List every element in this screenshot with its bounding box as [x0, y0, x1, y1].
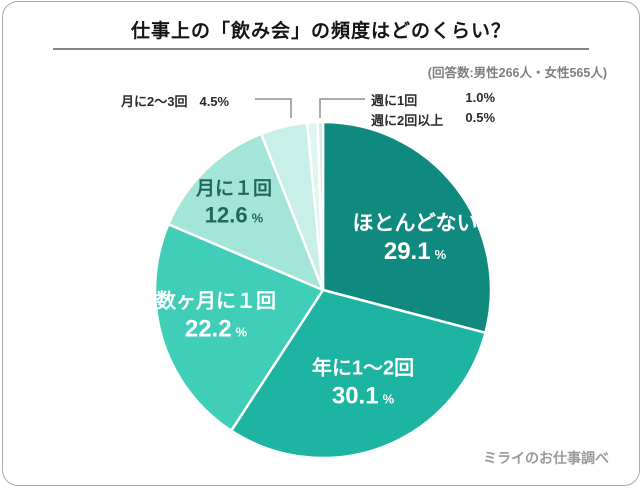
callout-monthly-2-3: 月に2〜3回 4.5%: [121, 91, 229, 110]
pie-slice-1: [229, 288, 487, 460]
leader-line-monthly-2-3: [255, 98, 292, 118]
title-divider: [53, 48, 589, 50]
pie-slice-0: [321, 120, 493, 335]
callout-label: 週に1回: [371, 93, 418, 108]
pie-slice-2: [153, 223, 325, 432]
pie-slices: [153, 120, 493, 460]
pie-chart: [153, 98, 493, 460]
slice-value: 22.2: [184, 315, 232, 343]
callout-value: 4.5: [199, 94, 218, 109]
percent-sign: %: [382, 391, 395, 407]
respondents-note: (回答数:男性266人・女性565人): [427, 66, 607, 80]
slice-value: 30.1: [331, 382, 379, 410]
callout-value: 1.0: [465, 90, 484, 105]
percent-sign: %: [434, 247, 447, 263]
pie-slice-6: [316, 120, 325, 292]
slice-label-sukagetsu-1: 数ヶ月に１回 22.2%: [156, 290, 276, 345]
slice-label-text: 年に1〜2回: [311, 357, 415, 380]
source-credit: ミライのお仕事調べ: [483, 450, 609, 466]
slice-label-text: 数ヶ月に１回: [156, 290, 276, 313]
slice-label-tsukini-1: 月に１回 12.6%: [196, 177, 272, 228]
percent-sign: %: [483, 90, 495, 105]
slice-label-text: ほとんどない: [352, 211, 478, 235]
callout-value: 0.5: [465, 110, 484, 125]
percent-sign: %: [483, 110, 495, 125]
page-title: 仕事上の「飲み会」の頻度はどのくらい？: [130, 21, 511, 42]
slice-value: 29.1: [383, 238, 431, 266]
pie-slice-3: [167, 132, 325, 292]
percent-sign: %: [217, 94, 230, 109]
slice-value: 12.6: [204, 202, 248, 228]
slice-label-hotondo-nai: ほとんどない 29.1%: [353, 211, 478, 267]
slice-label-nenni-1-2: 年に1〜2回 30.1%: [312, 357, 414, 412]
callout-label: 週に2回以上: [371, 113, 444, 128]
leader-line-weekly: [319, 98, 365, 118]
percent-sign: %: [235, 324, 248, 340]
percent-sign: %: [251, 210, 264, 226]
slice-label-text: 月に１回: [195, 178, 273, 200]
callout-weekly-group: 週に1回 1.0% 週に2回以上 0.5%: [371, 90, 495, 129]
callout-label: 月に2〜3回: [121, 94, 188, 109]
